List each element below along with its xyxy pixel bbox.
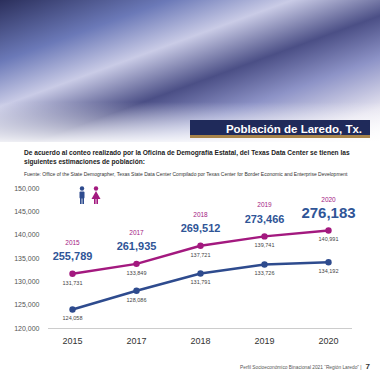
svg-text:2020: 2020 — [321, 195, 336, 202]
svg-text:145,000: 145,000 — [14, 208, 39, 215]
svg-text:2015: 2015 — [62, 335, 82, 345]
svg-text:255,789: 255,789 — [53, 250, 93, 262]
svg-text:133,849: 133,849 — [127, 269, 147, 275]
svg-text:273,466: 273,466 — [245, 212, 285, 224]
svg-text:261,935: 261,935 — [117, 240, 157, 252]
svg-text:269,512: 269,512 — [181, 222, 221, 234]
svg-text:124,058: 124,058 — [63, 315, 83, 321]
svg-text:2017: 2017 — [129, 228, 144, 235]
svg-text:128,086: 128,086 — [127, 296, 147, 302]
svg-text:130,000: 130,000 — [14, 278, 39, 285]
svg-text:2015: 2015 — [65, 238, 80, 245]
svg-text:134,192: 134,192 — [319, 268, 339, 274]
svg-text:139,741: 139,741 — [255, 242, 275, 248]
svg-text:150,000: 150,000 — [14, 184, 39, 191]
html-text:Población de Laredo, Tx.: Población de Laredo, Tx. — [225, 123, 362, 135]
svg-text:2020: 2020 — [318, 335, 338, 345]
svg-text:2018: 2018 — [190, 335, 210, 345]
html-text:De acuerdo al conteo realizado: De acuerdo al conteo realizado por la Of… — [24, 149, 350, 165]
svg-text:137,721: 137,721 — [191, 251, 211, 257]
svg-text:125,000: 125,000 — [14, 301, 39, 308]
svg-text:2019: 2019 — [257, 201, 272, 208]
svg-text:2019: 2019 — [254, 335, 274, 345]
svg-text:2017: 2017 — [126, 335, 146, 345]
html-text:Fuente: Office of the State De: Fuente: Office of the State Demographer,… — [24, 171, 348, 177]
svg-text:131,731: 131,731 — [63, 279, 83, 285]
html-text:Perfil Socioeconómico Binacion: Perfil Socioeconómico Binacional 2021 “R… — [240, 362, 370, 371]
svg-text:140,991: 140,991 — [319, 236, 339, 242]
svg-text:120,000: 120,000 — [14, 324, 39, 331]
svg-text:133,726: 133,726 — [255, 270, 275, 276]
svg-text:276,183: 276,183 — [301, 204, 355, 221]
svg-text:140,000: 140,000 — [14, 231, 39, 238]
svg-text:2018: 2018 — [193, 210, 208, 217]
svg-text:131,791: 131,791 — [191, 279, 211, 285]
svg-text:135,000: 135,000 — [14, 254, 39, 261]
